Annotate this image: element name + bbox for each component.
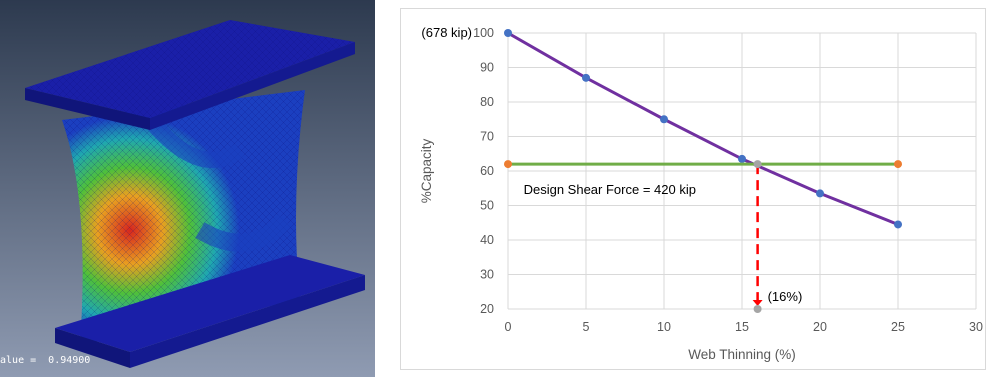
y-tick-label: 30	[480, 268, 494, 282]
x-tick-label: 15	[735, 320, 749, 334]
x-tick-label: 0	[505, 320, 512, 334]
legend-value-text: Value = 0.94900	[0, 355, 91, 366]
intersection-base-point	[753, 305, 762, 313]
series-0-point	[660, 115, 668, 124]
x-axis-title: Web Thinning (%)	[688, 347, 796, 362]
chart-panel: 0 5 10 15 20 25 30 20 30 40 50 60 70 80 90 100 Web Thin…	[400, 8, 986, 370]
x-tick-label: 25	[891, 320, 905, 334]
beam-bottom-flange	[55, 255, 365, 368]
grid-layer	[507, 32, 977, 310]
intersection-point	[753, 160, 762, 169]
y-tick-label: 80	[480, 95, 494, 109]
series-0-point	[816, 189, 824, 198]
series-1-point	[504, 160, 512, 169]
y-axis-title: %Capacity	[419, 138, 434, 203]
design-line-annotation: Design Shear Force = 420 kip	[524, 182, 696, 197]
y-tick-label: 40	[480, 233, 494, 247]
x-tick-label: 10	[657, 320, 671, 334]
series-0-point	[894, 220, 902, 229]
y-tick-label: 20	[480, 302, 494, 316]
series-0-point	[504, 29, 512, 37]
tick-labels: 0 5 10 15 20 25 30 20 30 40 50 60 70 80 90 100	[473, 26, 983, 334]
line-chart: 0 5 10 15 20 25 30 20 30 40 50 60 70 80 90 100 Web Thin…	[419, 25, 983, 362]
y-top-annotation: (678 kip)	[421, 25, 472, 40]
y-tick-label: 50	[480, 199, 494, 213]
series-1-point	[894, 160, 902, 169]
series-line-0	[507, 31, 899, 226]
x-tick-label: 30	[969, 320, 983, 334]
y-tick-label: 100	[473, 26, 494, 40]
series-0-point	[738, 154, 746, 163]
y-tick-label: 90	[480, 61, 494, 75]
y-tick-label: 60	[480, 164, 494, 178]
intersection-arrow-head	[752, 300, 763, 306]
intersection-annotation: (16%)	[768, 289, 803, 304]
x-tick-label: 5	[583, 320, 590, 334]
beam-top-flange	[25, 20, 355, 130]
fea-model-image: Value = 0.94900	[0, 0, 375, 377]
series-0-point	[582, 73, 590, 82]
x-tick-label: 20	[813, 320, 827, 334]
series-layer	[504, 29, 902, 313]
y-tick-label: 70	[480, 130, 494, 144]
